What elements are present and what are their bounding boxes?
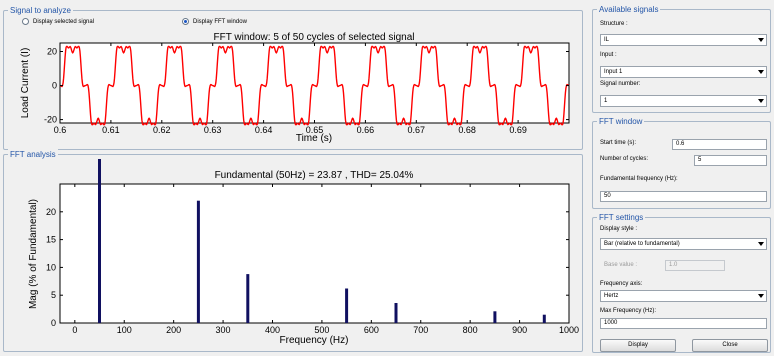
cycles-label: Number of cycles:: [600, 156, 649, 162]
cycles-input[interactable]: 5: [694, 155, 767, 166]
radio-fft-window-label: Display FFT window: [193, 18, 247, 25]
radio-display-selected-signal[interactable]: Display selected signal: [22, 18, 94, 25]
base-value-value: 1.0: [669, 262, 678, 268]
base-value-input: 1.0: [665, 260, 725, 271]
fund-freq-input[interactable]: 50: [600, 191, 767, 202]
max-freq-label: Max Frequency (Hz):: [600, 308, 657, 314]
fft-window-panel: FFT window: [592, 116, 771, 209]
fft-panel-title: FFT analysis: [8, 149, 58, 160]
radio-on-icon: [182, 18, 189, 25]
chevron-down-icon: [758, 294, 764, 298]
structure-value: IL: [604, 37, 610, 43]
start-time-label: Start time (s):: [600, 140, 637, 146]
input-value: Input 1: [604, 69, 623, 75]
fund-freq-value: 50: [604, 193, 611, 199]
structure-select[interactable]: IL: [600, 34, 767, 46]
max-freq-value: 1000: [604, 320, 618, 326]
display-style-label: Display style :: [600, 226, 638, 232]
input-label: Input :: [600, 52, 617, 58]
radio-display-fft-window[interactable]: Display FFT window: [182, 18, 247, 25]
signal-number-value: 1: [604, 98, 608, 104]
fft-settings-panel: FFT settings: [592, 212, 771, 353]
chevron-down-icon: [758, 99, 764, 103]
radio-off-icon: [22, 18, 29, 25]
max-freq-input[interactable]: 1000: [600, 318, 767, 329]
chevron-down-icon: [758, 242, 764, 246]
display-style-value: Bar (relative to fundamental): [604, 241, 680, 247]
freq-axis-value: Hertz: [604, 293, 619, 299]
fft-analysis-panel: FFT analysis: [3, 149, 583, 352]
close-button[interactable]: Close: [692, 339, 768, 352]
start-time-value: 0.6: [676, 141, 685, 147]
signal-to-analyze-panel: Signal to analyze: [3, 5, 583, 150]
signal-number-label: Signal number:: [600, 81, 641, 87]
freq-axis-label: Frequency axis:: [600, 281, 643, 287]
signal-panel-title: Signal to analyze: [8, 5, 73, 16]
cycles-value: 5: [698, 157, 702, 163]
fft-window-title: FFT window: [597, 116, 645, 127]
fft-settings-title: FFT settings: [597, 212, 646, 223]
base-value-label: Base value :: [604, 262, 638, 268]
available-signals-panel: Available signals: [592, 4, 771, 113]
display-style-select[interactable]: Bar (relative to fundamental): [600, 238, 767, 250]
radio-selected-signal-label: Display selected signal: [33, 18, 95, 25]
start-time-input[interactable]: 0.6: [672, 139, 767, 150]
display-button[interactable]: Display: [600, 339, 676, 352]
input-select[interactable]: Input 1: [600, 66, 767, 78]
chevron-down-icon: [758, 38, 764, 42]
fund-freq-label: Fundamental frequency (Hz):: [600, 176, 678, 182]
signal-number-select[interactable]: 1: [600, 95, 767, 107]
structure-label: Structure :: [600, 21, 628, 27]
available-signals-title: Available signals: [597, 4, 661, 15]
freq-axis-select[interactable]: Hertz: [600, 290, 767, 302]
chevron-down-icon: [758, 70, 764, 74]
